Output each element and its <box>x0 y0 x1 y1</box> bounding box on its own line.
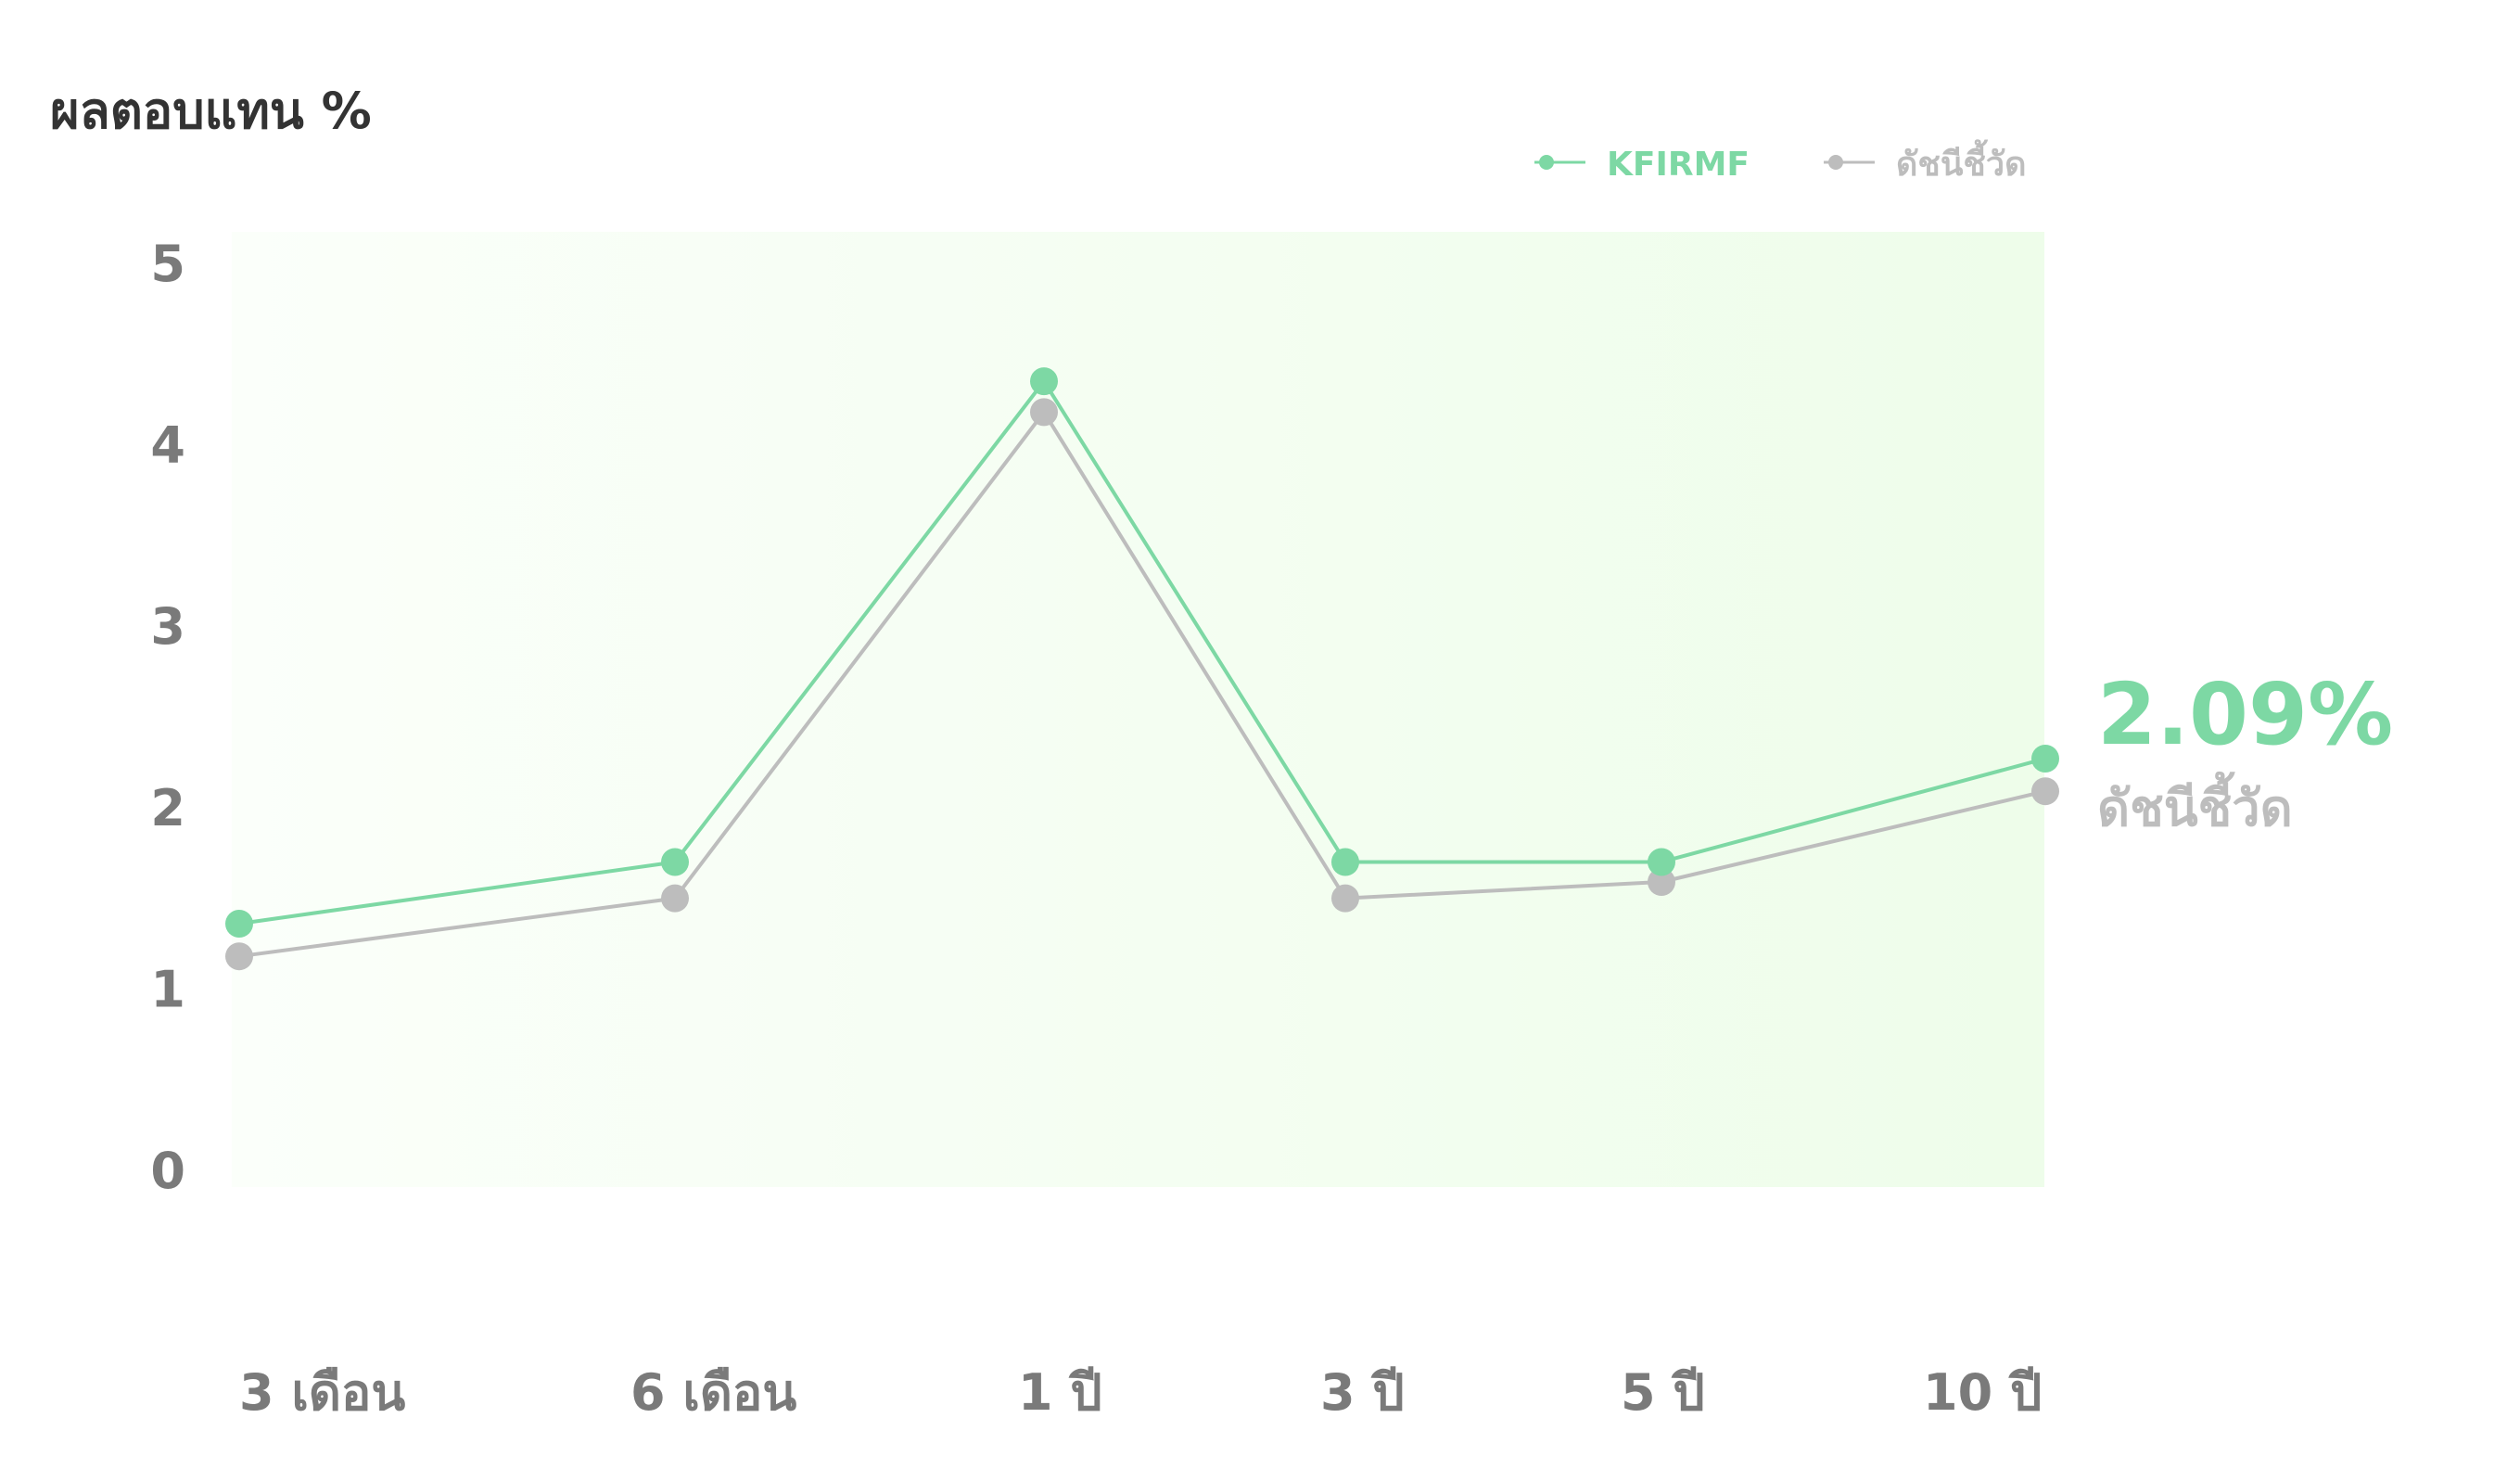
data-point-benchmark[interactable] <box>225 942 253 971</box>
legend-label-benchmark: ดัชนีชี้วัด <box>1896 139 2026 184</box>
legend-benchmark-dot-icon <box>1828 155 1843 170</box>
y-tick-label: 0 <box>150 1142 185 1200</box>
y-tick-label: 3 <box>150 597 185 656</box>
legend-item-fund[interactable]: KFIRMF <box>1534 146 1750 184</box>
x-tick-label: 3 ปี <box>1320 1363 1405 1422</box>
data-point-benchmark[interactable] <box>1030 398 1058 427</box>
data-point-fund[interactable] <box>225 909 253 938</box>
data-point-benchmark[interactable] <box>1331 884 1359 913</box>
callout-label: ดัชนีชี้วัด <box>2097 772 2293 837</box>
callout-value: 2.09% <box>2097 665 2393 764</box>
series-line-benchmark <box>238 410 2046 959</box>
plot-area <box>232 232 2044 1187</box>
series-layer <box>225 367 2059 971</box>
end-callout: 2.09% ดัชนีชี้วัด <box>2097 665 2393 837</box>
data-point-fund[interactable] <box>2031 744 2059 773</box>
x-tick-label: 3 เดือน <box>239 1363 405 1422</box>
data-point-fund[interactable] <box>661 848 689 876</box>
data-point-benchmark[interactable] <box>661 884 689 913</box>
data-point-fund[interactable] <box>1331 848 1359 876</box>
legend-item-benchmark[interactable]: ดัชนีชี้วัด <box>1824 139 2026 184</box>
y-tick-label: 2 <box>150 779 185 837</box>
x-tick-label: 10 ปี <box>1923 1363 2042 1422</box>
y-tick-label: 5 <box>150 235 185 293</box>
x-axis: 3 เดือน 6 เดือน 1 ปี 3 ปี 5 ปี 10 ปี <box>239 1363 2042 1422</box>
series-line-fund <box>238 379 2046 926</box>
chart-title: ผลตอบแทน % <box>50 82 372 140</box>
data-point-fund[interactable] <box>1648 848 1675 876</box>
legend-fund-dot-icon <box>1539 155 1554 170</box>
y-tick-label: 4 <box>150 416 185 475</box>
data-point-benchmark[interactable] <box>2031 777 2059 806</box>
data-point-benchmark[interactable] <box>1648 867 1675 896</box>
data-point-fund[interactable] <box>1030 367 1058 396</box>
legend: KFIRMF ดัชนีชี้วัด <box>1534 139 2026 184</box>
x-tick-label: 6 เดือน <box>630 1363 796 1422</box>
legend-label-fund: KFIRMF <box>1607 146 1750 184</box>
x-tick-label: 1 ปี <box>1018 1363 1102 1422</box>
y-axis: 0 1 2 3 4 5 <box>150 235 185 1200</box>
x-tick-label: 5 ปี <box>1621 1363 1705 1422</box>
y-tick-label: 1 <box>150 960 185 1018</box>
